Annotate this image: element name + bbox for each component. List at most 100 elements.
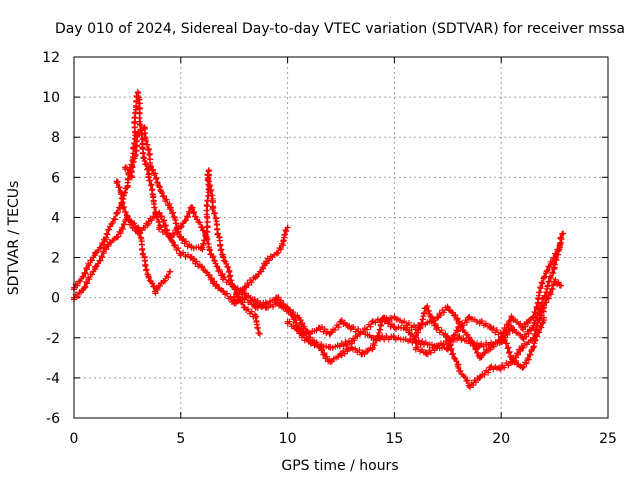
data-point — [209, 278, 216, 285]
y-tick-label: 10 — [42, 90, 60, 106]
data-point — [231, 284, 238, 291]
data-point — [145, 274, 152, 281]
data-point — [487, 324, 494, 331]
data-point — [231, 300, 238, 307]
data-point — [487, 344, 494, 351]
data-point — [156, 224, 163, 231]
data-point — [412, 334, 419, 341]
data-point — [508, 314, 515, 321]
y-tick-label: -2 — [46, 331, 60, 347]
data-point — [412, 324, 419, 331]
data-point — [551, 264, 558, 271]
data-point — [423, 350, 430, 357]
data-point — [284, 224, 291, 231]
x-axis-label: GPS time / hours — [281, 458, 398, 474]
data-point — [327, 330, 334, 337]
data-point — [455, 318, 462, 325]
y-tick-label: 4 — [51, 210, 60, 226]
data-point — [209, 254, 216, 261]
data-point — [220, 254, 227, 261]
y-tick-label: 0 — [51, 291, 60, 307]
y-tick-label: -6 — [46, 411, 60, 427]
data-point — [141, 254, 148, 261]
data-point — [135, 130, 142, 137]
data-point — [92, 264, 99, 271]
data-point — [434, 314, 441, 321]
data-point — [209, 204, 216, 211]
data-point — [476, 342, 483, 349]
data-point — [455, 364, 462, 371]
data-point — [540, 304, 547, 311]
data-point — [141, 124, 148, 131]
data-point — [145, 218, 152, 225]
data-point — [466, 382, 473, 389]
y-tick-label: 12 — [42, 50, 60, 66]
data-point — [139, 144, 146, 151]
data-point — [455, 324, 462, 331]
data-point — [316, 324, 323, 331]
data-point — [423, 304, 430, 311]
y-axis-label: SDTVAR / TECUs — [6, 181, 22, 296]
data-point — [128, 174, 135, 181]
data-point — [177, 234, 184, 241]
data-point — [558, 282, 565, 289]
data-point — [391, 324, 398, 331]
data-point — [150, 194, 157, 201]
data-point — [434, 344, 441, 351]
data-point — [444, 344, 451, 351]
data-point — [348, 324, 355, 331]
data-point — [370, 344, 377, 351]
data-point — [519, 344, 526, 351]
y-tick-label: -4 — [46, 371, 60, 387]
data-point — [188, 254, 195, 261]
data-point — [530, 314, 537, 321]
data-point — [551, 278, 558, 285]
data-point — [220, 288, 227, 295]
data-point — [391, 334, 398, 341]
data-point — [263, 300, 270, 307]
data-point — [252, 304, 259, 311]
data-point — [338, 350, 344, 357]
data-point — [81, 270, 88, 277]
chart-title: Day 010 of 2024, Sidereal Day-to-day VTE… — [55, 21, 625, 37]
data-point — [188, 244, 195, 251]
data-point — [551, 254, 558, 261]
data-point — [103, 234, 110, 241]
data-point — [273, 250, 280, 257]
data-point — [370, 318, 377, 325]
data-point — [188, 204, 195, 211]
series-trace-5 — [113, 178, 565, 391]
data-point — [476, 374, 483, 381]
data-point — [241, 304, 248, 311]
data-point — [220, 274, 227, 281]
data-point — [252, 274, 259, 281]
data-point — [92, 250, 99, 257]
data-point — [103, 244, 110, 251]
data-point — [167, 234, 174, 241]
data-point — [167, 268, 174, 275]
data-point — [199, 264, 206, 271]
data-point — [498, 364, 505, 371]
data-point — [156, 184, 163, 191]
data-point — [135, 230, 142, 237]
data-point — [122, 164, 129, 171]
data-point — [167, 204, 174, 211]
data-point — [145, 174, 152, 181]
data-point — [498, 330, 505, 337]
data-point — [305, 338, 312, 345]
y-tick-label: 2 — [51, 251, 60, 267]
data-point — [284, 318, 291, 325]
data-point — [476, 318, 483, 325]
data-point — [152, 288, 159, 295]
data-point — [434, 324, 441, 331]
x-tick-label: 10 — [279, 431, 297, 447]
data-point — [508, 324, 515, 331]
data-point — [241, 284, 248, 291]
data-point — [280, 238, 287, 245]
data-point — [327, 344, 334, 351]
data-point — [256, 330, 263, 337]
data-point — [540, 314, 547, 321]
series-trace-3 — [122, 124, 263, 337]
data-point — [199, 224, 206, 231]
